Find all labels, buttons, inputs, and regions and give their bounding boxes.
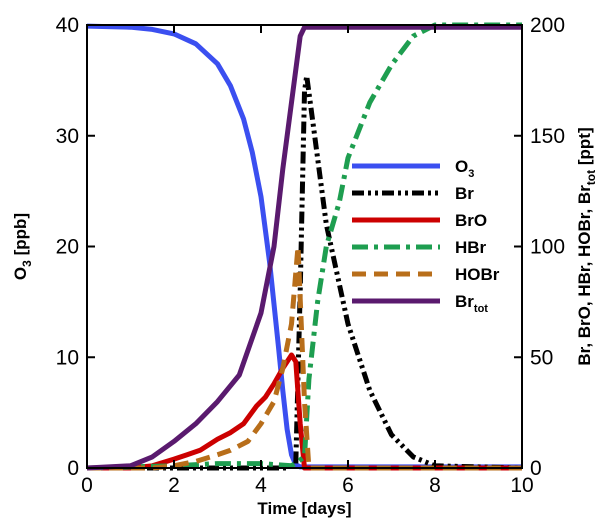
y-left-axis-title: O3 [ppb] (11, 213, 34, 280)
y-right-tick-label: 150 (530, 125, 565, 148)
y-left-tick-label: 20 (56, 236, 79, 259)
x-tick-label: 4 (255, 474, 267, 497)
y-left-tick-label: 10 (56, 346, 79, 369)
x-tick-label: 8 (429, 474, 441, 497)
y-right-tick-label: 200 (530, 14, 565, 37)
series-line-hobr (87, 244, 522, 471)
legend: O3 Br BrO HBr HOBr Brtot (352, 157, 500, 315)
legend-label-o3: O3 (455, 157, 474, 180)
x-tick-label: 6 (342, 474, 354, 497)
legend-label-bro: BrO (455, 211, 487, 230)
legend-label-br: Br (455, 184, 474, 203)
y-right-tick-label: 0 (530, 457, 542, 480)
legend-label-brtot: Brtot (455, 292, 488, 315)
y-right-tick-label: 100 (530, 236, 565, 259)
y-left-tick-label: 0 (67, 457, 79, 480)
x-tick-label: 0 (81, 474, 93, 497)
legend-label-hbr: HBr (455, 238, 487, 257)
series-line-br (87, 73, 523, 471)
x-tick-label: 10 (510, 474, 533, 497)
x-axis-title: Time [days] (257, 499, 351, 518)
y-right-axis-title: Br, BrO, HBr, HOBr, Brtot [ppt] (575, 127, 598, 365)
series-line-hbr (86, 22, 522, 471)
legend-label-hobr: HOBr (455, 265, 500, 284)
y-left-tick-label: 40 (56, 14, 79, 37)
series-line-brtot (86, 24, 522, 471)
series-line-bro (87, 352, 522, 471)
series-line-o3 (86, 23, 522, 470)
plot-lines (86, 22, 523, 471)
x-tick-label: 2 (168, 474, 180, 497)
y-left-tick-label: 30 (56, 125, 79, 148)
y-right-tick-label: 50 (530, 346, 553, 369)
